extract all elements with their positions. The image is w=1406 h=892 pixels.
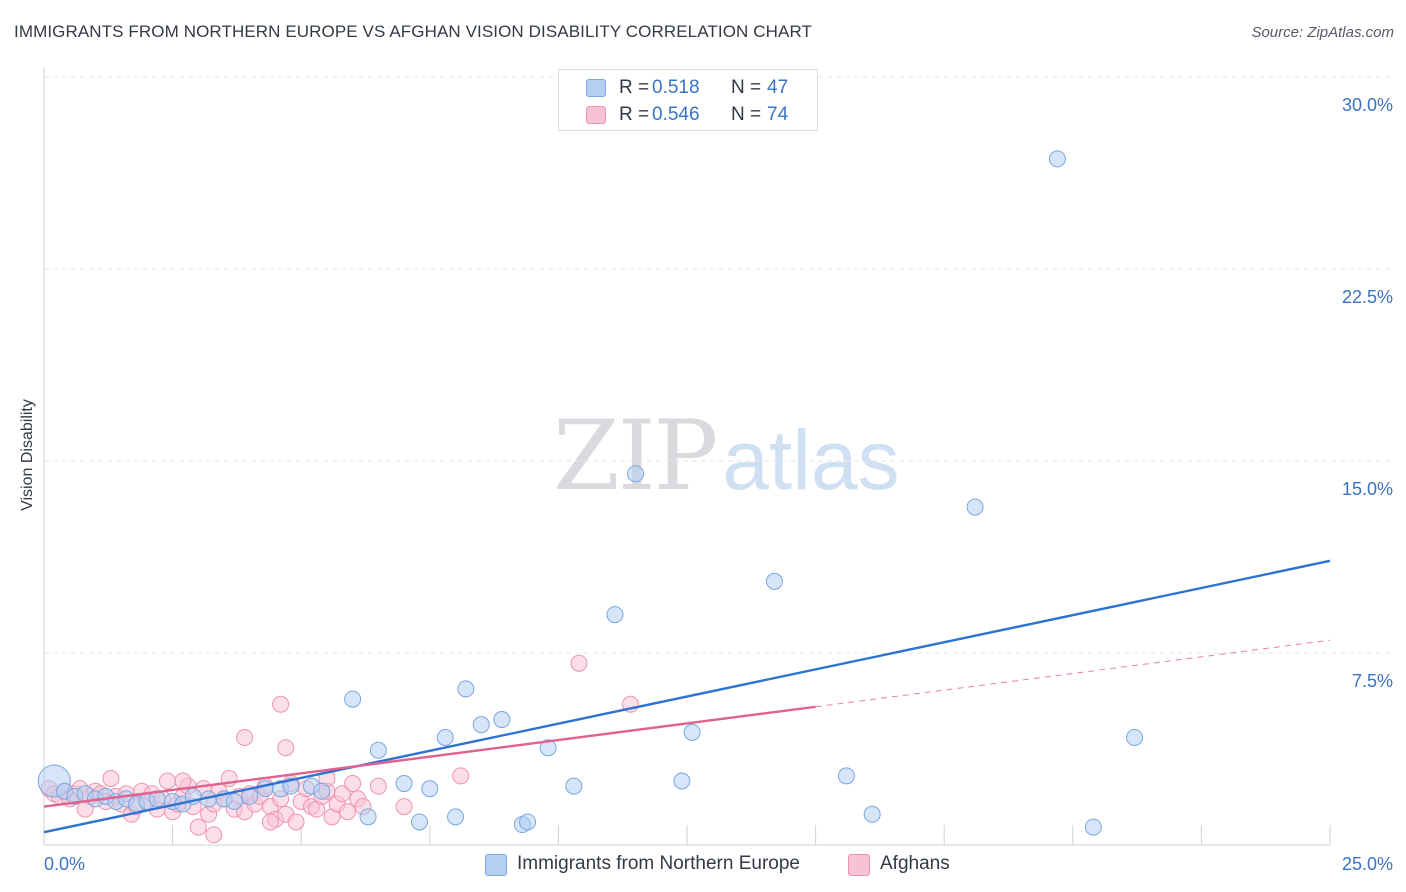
x-tick-label-end: 25.0% — [1342, 854, 1393, 874]
point-northern-europe — [966, 498, 984, 516]
point-northern-europe — [493, 711, 511, 729]
point-northern-europe — [606, 606, 624, 624]
point-northern-europe — [539, 739, 557, 757]
point-northern-europe — [411, 813, 429, 831]
point-northern-europe — [447, 808, 465, 826]
x-tick-label-start: 0.0% — [44, 854, 85, 874]
point-northern-europe — [837, 767, 855, 785]
legend-n-value: 47 — [767, 77, 789, 98]
point-afghans — [395, 798, 413, 816]
legend-r-label: R = — [619, 104, 650, 125]
point-afghans — [158, 772, 176, 790]
point-northern-europe — [683, 723, 701, 741]
y-tick-label: 30.0% — [1342, 95, 1393, 115]
point-northern-europe — [369, 741, 387, 759]
y-tick-label: 7.5% — [1352, 671, 1393, 691]
chart-title: IMMIGRANTS FROM NORTHERN EUROPE VS AFGHA… — [14, 22, 812, 41]
point-afghans — [333, 785, 351, 803]
legend-r-value: 0.518 — [652, 77, 700, 98]
legend-item-label: Immigrants from Northern Europe — [517, 853, 800, 874]
point-afghans — [287, 813, 305, 831]
point-northern-europe — [436, 728, 454, 746]
source-credit: Source: ZipAtlas.com — [1251, 24, 1394, 41]
point-northern-europe — [225, 792, 243, 810]
point-northern-europe — [627, 465, 645, 483]
point-afghans — [338, 803, 356, 821]
point-northern-europe — [472, 716, 490, 734]
point-afghans — [189, 818, 207, 836]
point-northern-europe — [359, 808, 377, 826]
trend-line-afghans-extension — [815, 639, 1331, 708]
legend-swatch-northern-europe — [586, 79, 606, 97]
y-axis-label: Vision Disability — [19, 399, 36, 511]
point-afghans — [570, 654, 588, 672]
point-northern-europe — [765, 572, 783, 590]
correlation-legend: R = 0.518 N = 47 R = 0.546 N = 74 — [558, 69, 818, 131]
point-northern-europe — [1126, 728, 1144, 746]
point-afghans — [277, 739, 295, 757]
y-tick-label: 15.0% — [1342, 479, 1393, 499]
legend-swatch-afghans — [586, 106, 606, 124]
point-northern-europe — [395, 775, 413, 793]
legend-r-label: R = — [619, 77, 650, 98]
legend-item-label: Afghans — [880, 853, 950, 874]
point-afghans — [236, 728, 254, 746]
trend-line-northern-europe — [43, 559, 1331, 834]
point-northern-europe — [565, 777, 583, 795]
point-afghans — [261, 813, 279, 831]
point-afghans — [452, 767, 470, 785]
point-northern-europe — [256, 780, 274, 798]
point-northern-europe — [1084, 818, 1102, 836]
point-afghans — [174, 772, 192, 790]
point-afghans — [369, 777, 387, 795]
point-northern-europe — [421, 780, 439, 798]
point-afghans — [272, 695, 290, 713]
y-tick-label: 22.5% — [1342, 287, 1393, 307]
point-northern-europe — [344, 690, 362, 708]
legend-swatch-afghans — [848, 854, 870, 876]
point-afghans — [344, 775, 362, 793]
legend-n-label: N = — [731, 104, 762, 125]
point-afghans — [205, 826, 223, 844]
point-northern-europe — [1048, 150, 1066, 168]
legend-r-value: 0.546 — [652, 104, 700, 125]
point-northern-europe — [313, 782, 331, 800]
point-northern-europe — [457, 680, 475, 698]
series-legend: Immigrants from Northern Europe Afghans — [0, 852, 1406, 878]
point-afghans — [102, 769, 120, 787]
point-northern-europe — [519, 813, 537, 831]
legend-n-value: 74 — [767, 104, 789, 125]
legend-swatch-northern-europe — [485, 854, 507, 876]
point-northern-europe — [673, 772, 691, 790]
trend-line-afghans — [43, 705, 816, 808]
legend-n-label: N = — [731, 77, 762, 98]
point-northern-europe — [863, 805, 881, 823]
